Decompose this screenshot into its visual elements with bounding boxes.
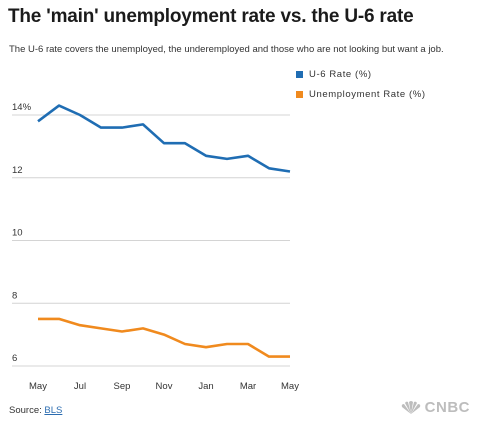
peacock-icon: [401, 400, 420, 414]
chart-title: The 'main' unemployment rate vs. the U-6…: [8, 6, 414, 27]
y-tick-label: 8: [12, 290, 17, 301]
x-tick-label: Jul: [74, 381, 86, 392]
source-label: Source:: [9, 405, 42, 416]
chart-subtitle: The U-6 rate covers the unemployed, the …: [9, 44, 444, 55]
unemployment-rate-line: [38, 317, 290, 358]
y-tick-label: 10: [12, 228, 23, 239]
legend-label-u6: U-6 Rate (%): [309, 68, 372, 80]
x-tick-label: May: [281, 381, 299, 392]
y-tick-label: 6: [12, 353, 17, 364]
source-link[interactable]: BLS: [44, 405, 63, 416]
legend-item-u6: U-6 Rate (%): [296, 64, 426, 84]
brand-name: CNBC: [424, 399, 470, 416]
u6-rate-line: [37, 104, 291, 173]
legend-item-unemployment: Unemployment Rate (%): [296, 84, 426, 104]
x-tick-label: Mar: [240, 381, 256, 392]
legend: U-6 Rate (%) Unemployment Rate (%): [296, 64, 426, 104]
source-note: Source: BLS: [9, 405, 62, 416]
x-tick-label: May: [29, 381, 47, 392]
legend-swatch-u6: [296, 70, 303, 78]
x-tick-label: Sep: [114, 381, 131, 392]
cnbc-logo: CNBC: [400, 399, 470, 416]
x-tick-label: Jan: [198, 381, 213, 392]
y-tick-label: 12: [12, 165, 23, 176]
x-tick-label: Nov: [156, 381, 173, 392]
legend-swatch-unemployment: [296, 90, 303, 98]
y-tick-label: 14%: [12, 102, 32, 113]
legend-label-unemployment: Unemployment Rate (%): [309, 88, 426, 100]
